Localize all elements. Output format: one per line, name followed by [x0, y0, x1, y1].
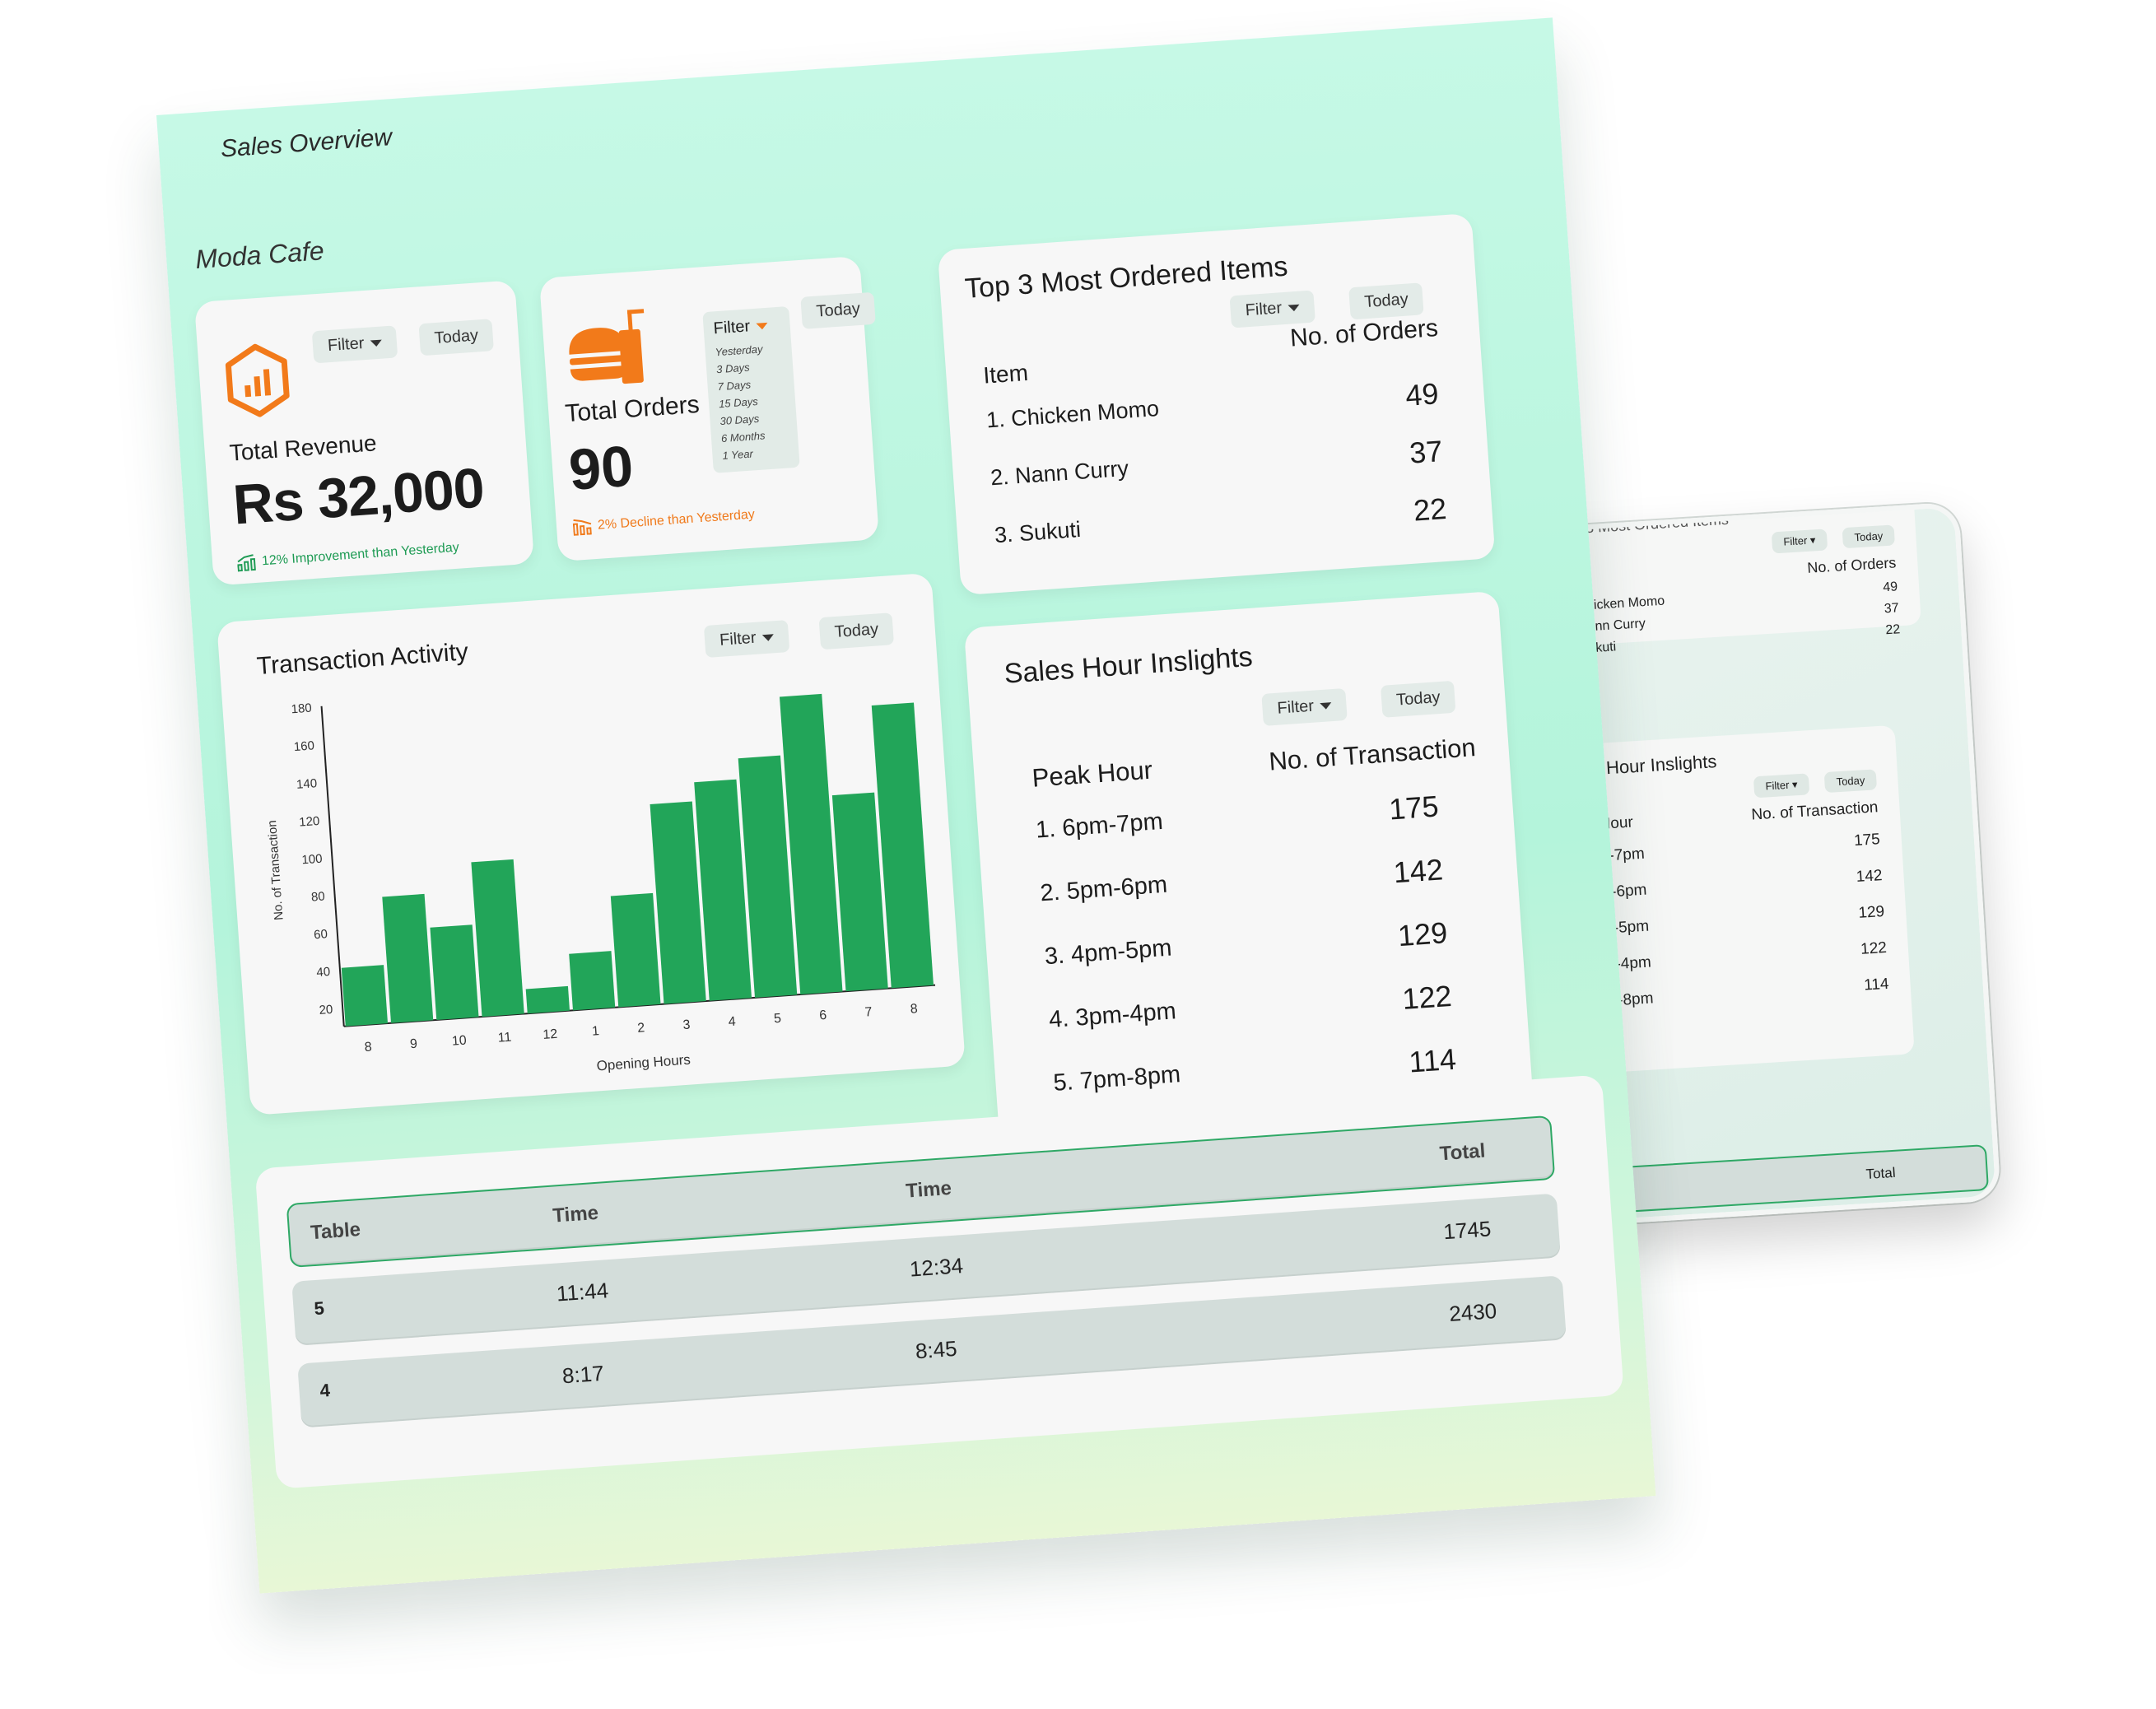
chart-bar — [569, 951, 616, 1011]
sales-hour-header: Peak Hour No. of Transaction — [1031, 733, 1477, 794]
y-tick-label: 20 — [319, 1003, 333, 1017]
table-cell: 1745 — [1442, 1216, 1492, 1245]
y-axis-label: No. of Transaction — [265, 820, 286, 921]
list-item: 1. Chicken Momo 49 — [985, 376, 1440, 433]
chart-bar — [430, 924, 479, 1020]
y-tick-label: 160 — [293, 738, 314, 754]
chart-bar — [650, 801, 706, 1004]
table-cell: 5 — [313, 1297, 325, 1320]
tablet-today-button[interactable]: Today — [1823, 769, 1878, 794]
transaction-today-button[interactable]: Today — [818, 612, 895, 650]
tablet-filter-button[interactable]: Filter ▾ — [1771, 529, 1828, 554]
list-item: 3. Sukuti 22 — [994, 491, 1448, 548]
table-cell: 8:17 — [561, 1360, 605, 1389]
transaction-title: Transaction Activity — [255, 638, 469, 681]
cafe-name: Moda Cafe — [194, 235, 325, 275]
revenue-chart-icon — [225, 343, 290, 417]
table-col-time-2: Time — [905, 1176, 952, 1203]
x-tick-label: 7 — [864, 1005, 873, 1020]
orders-trend: 2% Decline than Yesterday — [572, 507, 755, 536]
top-items-col-item: Item — [982, 359, 1029, 389]
chart-bar — [610, 892, 661, 1008]
revenue-today-button[interactable]: Today — [418, 319, 495, 356]
revenue-filter-button[interactable]: Filter — [311, 325, 398, 364]
sales-hour-today-button[interactable]: Today — [1380, 680, 1456, 718]
list-item: 2. Nann Curry 37 — [990, 434, 1444, 491]
orders-filter-button[interactable]: Filter — [713, 315, 780, 339]
top-items-card: Top 3 Most Ordered Items Filter Today It… — [937, 212, 1496, 596]
x-tick-label: 10 — [451, 1033, 467, 1048]
list-item: 4. 3pm-4pm 122 — [1048, 978, 1453, 1034]
orders-table-card: Table Time Time Total 5 11:44 12:34 1745… — [254, 1074, 1624, 1489]
x-tick-label: 8 — [364, 1041, 372, 1055]
revenue-trend: 12% Improvement than Yesterday — [237, 540, 460, 572]
table-col-time-1: Time — [552, 1201, 599, 1227]
chart-bar — [341, 965, 389, 1027]
sales-hour-title: Sales Hour Inslights — [1003, 640, 1254, 690]
y-tick-label: 40 — [316, 965, 331, 980]
chart-bar — [471, 859, 524, 1017]
orders-card: Total Orders 90 2% Decline than Yesterda… — [538, 255, 880, 562]
transaction-filter-button[interactable]: Filter — [703, 619, 790, 659]
x-tick-label: 8 — [910, 1002, 918, 1017]
y-tick-label: 100 — [301, 852, 323, 868]
x-tick-label: 3 — [682, 1017, 691, 1032]
trend-up-icon — [237, 554, 256, 572]
revenue-value: Rs 32,000 — [231, 456, 486, 537]
chart-bar — [831, 792, 888, 992]
table-cell: 11:44 — [555, 1278, 610, 1306]
transaction-card: Transaction Activity Filter Today 20 40 60… — [217, 572, 966, 1115]
orders-filter-dropdown[interactable]: Filter Yesterday 3 Days 7 Days 15 Days 3… — [702, 305, 800, 473]
chart-bar — [779, 693, 843, 995]
table-cell: 4 — [319, 1380, 331, 1401]
x-tick-label: 2 — [637, 1021, 645, 1036]
y-axis-line — [320, 705, 345, 1027]
sales-hour-col-tx: No. of Transaction — [1268, 733, 1477, 776]
top-items-today-button[interactable]: Today — [1348, 282, 1425, 320]
sales-hour-card: Sales Hour Inslights Filter Today Peak H… — [963, 590, 1534, 1154]
x-tick-label: 12 — [542, 1027, 558, 1042]
sales-hour-col-hour: Peak Hour — [1031, 755, 1154, 793]
y-tick-label: 80 — [310, 889, 325, 904]
list-item: 1. 6pm-7pm 175 — [1035, 789, 1440, 844]
chart-bar — [382, 893, 434, 1023]
chart-bar — [738, 755, 798, 998]
y-tick-label: 180 — [291, 701, 312, 717]
list-item: 3. 4pm-5pm 129 — [1043, 915, 1449, 971]
x-tick-label: 1 — [592, 1024, 600, 1039]
chart-bar — [525, 985, 570, 1014]
y-tick-label: 60 — [314, 927, 328, 942]
dropdown-option[interactable]: 1 Year — [721, 447, 754, 463]
trend-down-icon — [572, 519, 592, 536]
revenue-card: Filter Today Total Revenue Rs 32,000 12%… — [193, 280, 535, 586]
orders-today-button[interactable]: Today — [800, 291, 877, 329]
orders-value: 90 — [566, 433, 636, 502]
x-tick-label: 9 — [410, 1037, 418, 1052]
top-items-filter-button[interactable]: Filter — [1229, 290, 1316, 328]
tablet-filter-button[interactable]: Filter ▾ — [1753, 773, 1810, 799]
x-tick-label: 6 — [819, 1008, 827, 1023]
x-tick-label: 5 — [774, 1012, 782, 1027]
chart-bar — [694, 779, 752, 1001]
x-tick-label: 4 — [728, 1015, 736, 1030]
sales-hour-filter-button[interactable]: Filter — [1261, 687, 1348, 726]
list-item: 2. 5pm-6pm 142 — [1039, 852, 1445, 907]
table-cell: 2430 — [1448, 1298, 1498, 1326]
y-tick-label: 140 — [296, 776, 318, 792]
main-dashboard-screen: Sales Overview Moda Cafe Filter Today To… — [156, 17, 1656, 1594]
chart-bar — [871, 702, 934, 989]
x-axis-label: Opening Hours — [596, 1052, 691, 1074]
page-title: Sales Overview — [219, 123, 393, 163]
table-cell: 12:34 — [908, 1253, 964, 1282]
table-col-table: Table — [310, 1218, 361, 1245]
table-col-total: Total — [1438, 1139, 1487, 1166]
tablet-today-button[interactable]: Today — [1842, 524, 1895, 549]
burger-drink-icon — [569, 309, 645, 384]
x-tick-label: 11 — [497, 1031, 512, 1045]
table-cell: 8:45 — [914, 1335, 958, 1364]
revenue-label: Total Revenue — [228, 430, 378, 466]
y-tick-label: 120 — [299, 814, 320, 830]
